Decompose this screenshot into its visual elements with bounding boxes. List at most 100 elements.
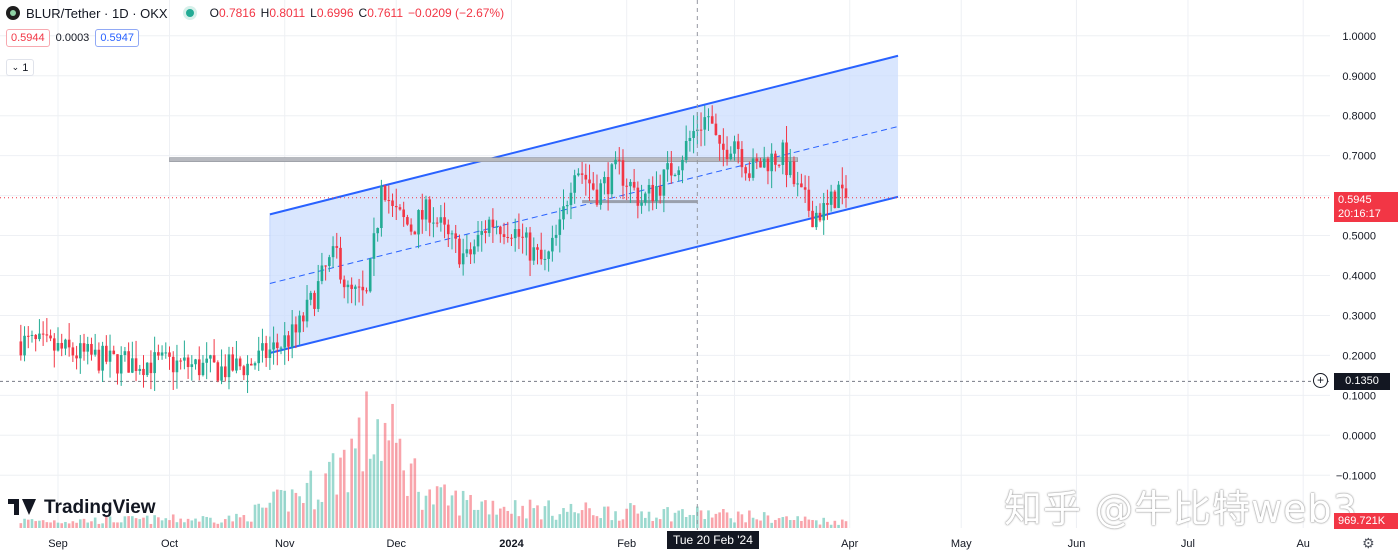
volume-bar bbox=[803, 516, 807, 528]
candle-body bbox=[454, 233, 458, 239]
candle-body bbox=[313, 292, 316, 309]
volume-bar bbox=[785, 516, 788, 528]
candle-body bbox=[614, 159, 617, 165]
volume-bar bbox=[45, 522, 49, 528]
volume-bar bbox=[138, 519, 142, 528]
volume-bar bbox=[506, 510, 510, 528]
volume-bar bbox=[588, 508, 591, 528]
candle-body bbox=[636, 187, 640, 206]
candle-body bbox=[361, 286, 365, 291]
volume-bar bbox=[123, 516, 127, 528]
volume-bar bbox=[725, 512, 729, 528]
market-status-icon[interactable] bbox=[185, 9, 194, 17]
volume-bar bbox=[818, 524, 822, 528]
candle-body bbox=[450, 233, 454, 235]
volume-bar bbox=[703, 519, 707, 528]
indicator-count: 1 bbox=[22, 61, 29, 74]
candle-body bbox=[424, 199, 428, 220]
volume-bar bbox=[420, 509, 424, 528]
candle-body bbox=[387, 200, 391, 202]
x-tick-label: Au bbox=[1296, 538, 1309, 550]
candle-body bbox=[409, 224, 413, 232]
candle-body bbox=[770, 153, 773, 172]
candle-body bbox=[528, 232, 532, 261]
channel-upper-line bbox=[269, 54, 899, 216]
candle-body bbox=[235, 358, 238, 371]
symbol-title[interactable]: BLUR/Tether · 1D · OKX bbox=[26, 5, 168, 21]
candle-body bbox=[246, 363, 249, 376]
candle-body bbox=[446, 224, 450, 235]
gear-icon[interactable]: ⚙ bbox=[1362, 535, 1375, 551]
sell-price-button[interactable]: 0.5944 bbox=[6, 29, 50, 47]
volume-bar bbox=[610, 520, 614, 528]
candle-body bbox=[521, 236, 524, 238]
candle-body bbox=[86, 343, 90, 352]
ohlc-item: H0.8011 bbox=[261, 6, 305, 20]
volume-bar bbox=[673, 512, 677, 528]
candle-body bbox=[777, 164, 781, 166]
candle-body bbox=[473, 246, 476, 255]
buy-price-button[interactable]: 0.5947 bbox=[95, 29, 139, 47]
volume-bar bbox=[603, 506, 606, 528]
volume-bar bbox=[357, 417, 361, 528]
candle-body bbox=[268, 349, 272, 358]
volume-bar bbox=[313, 509, 316, 528]
indicators-collapse-button[interactable]: ⌄ 1 bbox=[6, 59, 34, 76]
volume-bar bbox=[632, 505, 636, 528]
volume-bar bbox=[26, 519, 30, 528]
candle-body bbox=[774, 153, 777, 165]
candle-body bbox=[116, 354, 119, 374]
y-tick-label: 0.9000 bbox=[1342, 71, 1376, 83]
volume-bar bbox=[261, 507, 264, 528]
volume-bar bbox=[733, 522, 736, 528]
candle-body bbox=[580, 173, 584, 175]
candle-body bbox=[584, 174, 588, 180]
candle-body bbox=[216, 362, 220, 381]
candle-body bbox=[707, 116, 710, 118]
volume-bar bbox=[625, 508, 629, 528]
candle-body bbox=[290, 324, 294, 347]
volume-bar bbox=[577, 513, 580, 528]
candle-body bbox=[30, 334, 34, 336]
candle-body bbox=[428, 199, 431, 223]
candle-body bbox=[97, 349, 101, 371]
candle-body bbox=[253, 363, 257, 366]
y-tick-label: 0.3000 bbox=[1342, 310, 1376, 322]
volume-bar bbox=[744, 522, 747, 528]
candle-body bbox=[168, 352, 171, 357]
candle-body bbox=[123, 351, 127, 356]
volume-bar bbox=[699, 510, 703, 528]
volume-bar bbox=[443, 484, 446, 528]
candle-body bbox=[658, 186, 662, 196]
candle-body bbox=[688, 137, 692, 142]
volume-bar bbox=[75, 522, 78, 528]
y-tick-label: 0.4000 bbox=[1342, 271, 1376, 283]
volume-bar bbox=[350, 438, 353, 528]
volume-bar bbox=[246, 521, 249, 528]
volume-bar bbox=[249, 521, 253, 528]
volume-bar bbox=[38, 520, 41, 528]
candle-body bbox=[822, 203, 826, 221]
add-alert-plus-icon[interactable]: + bbox=[1313, 373, 1328, 388]
ohlc-key: C bbox=[358, 6, 368, 20]
candle-body bbox=[844, 188, 848, 198]
candle-body bbox=[402, 209, 405, 218]
candle-body bbox=[350, 284, 353, 289]
candle-body bbox=[127, 351, 130, 373]
symbol-header[interactable]: BLUR/Tether · 1D · OKX O0.7816 H0.8011 L0.… bbox=[6, 3, 504, 23]
volume-bar bbox=[41, 520, 45, 528]
x-tick-label: Apr bbox=[841, 538, 858, 550]
volume-bar bbox=[617, 520, 621, 528]
volume-bar bbox=[183, 522, 186, 528]
volume-bar bbox=[424, 495, 428, 528]
candle-body bbox=[536, 247, 539, 250]
volume-bar bbox=[692, 515, 695, 528]
candle-body bbox=[264, 343, 268, 358]
volume-bar bbox=[822, 517, 826, 528]
candle-body bbox=[316, 281, 320, 309]
tradingview-logo[interactable]: TradingView bbox=[8, 497, 156, 519]
candle-body bbox=[205, 358, 208, 363]
candle-body bbox=[595, 189, 599, 205]
ohlc-value: 0.8011 bbox=[269, 6, 306, 20]
